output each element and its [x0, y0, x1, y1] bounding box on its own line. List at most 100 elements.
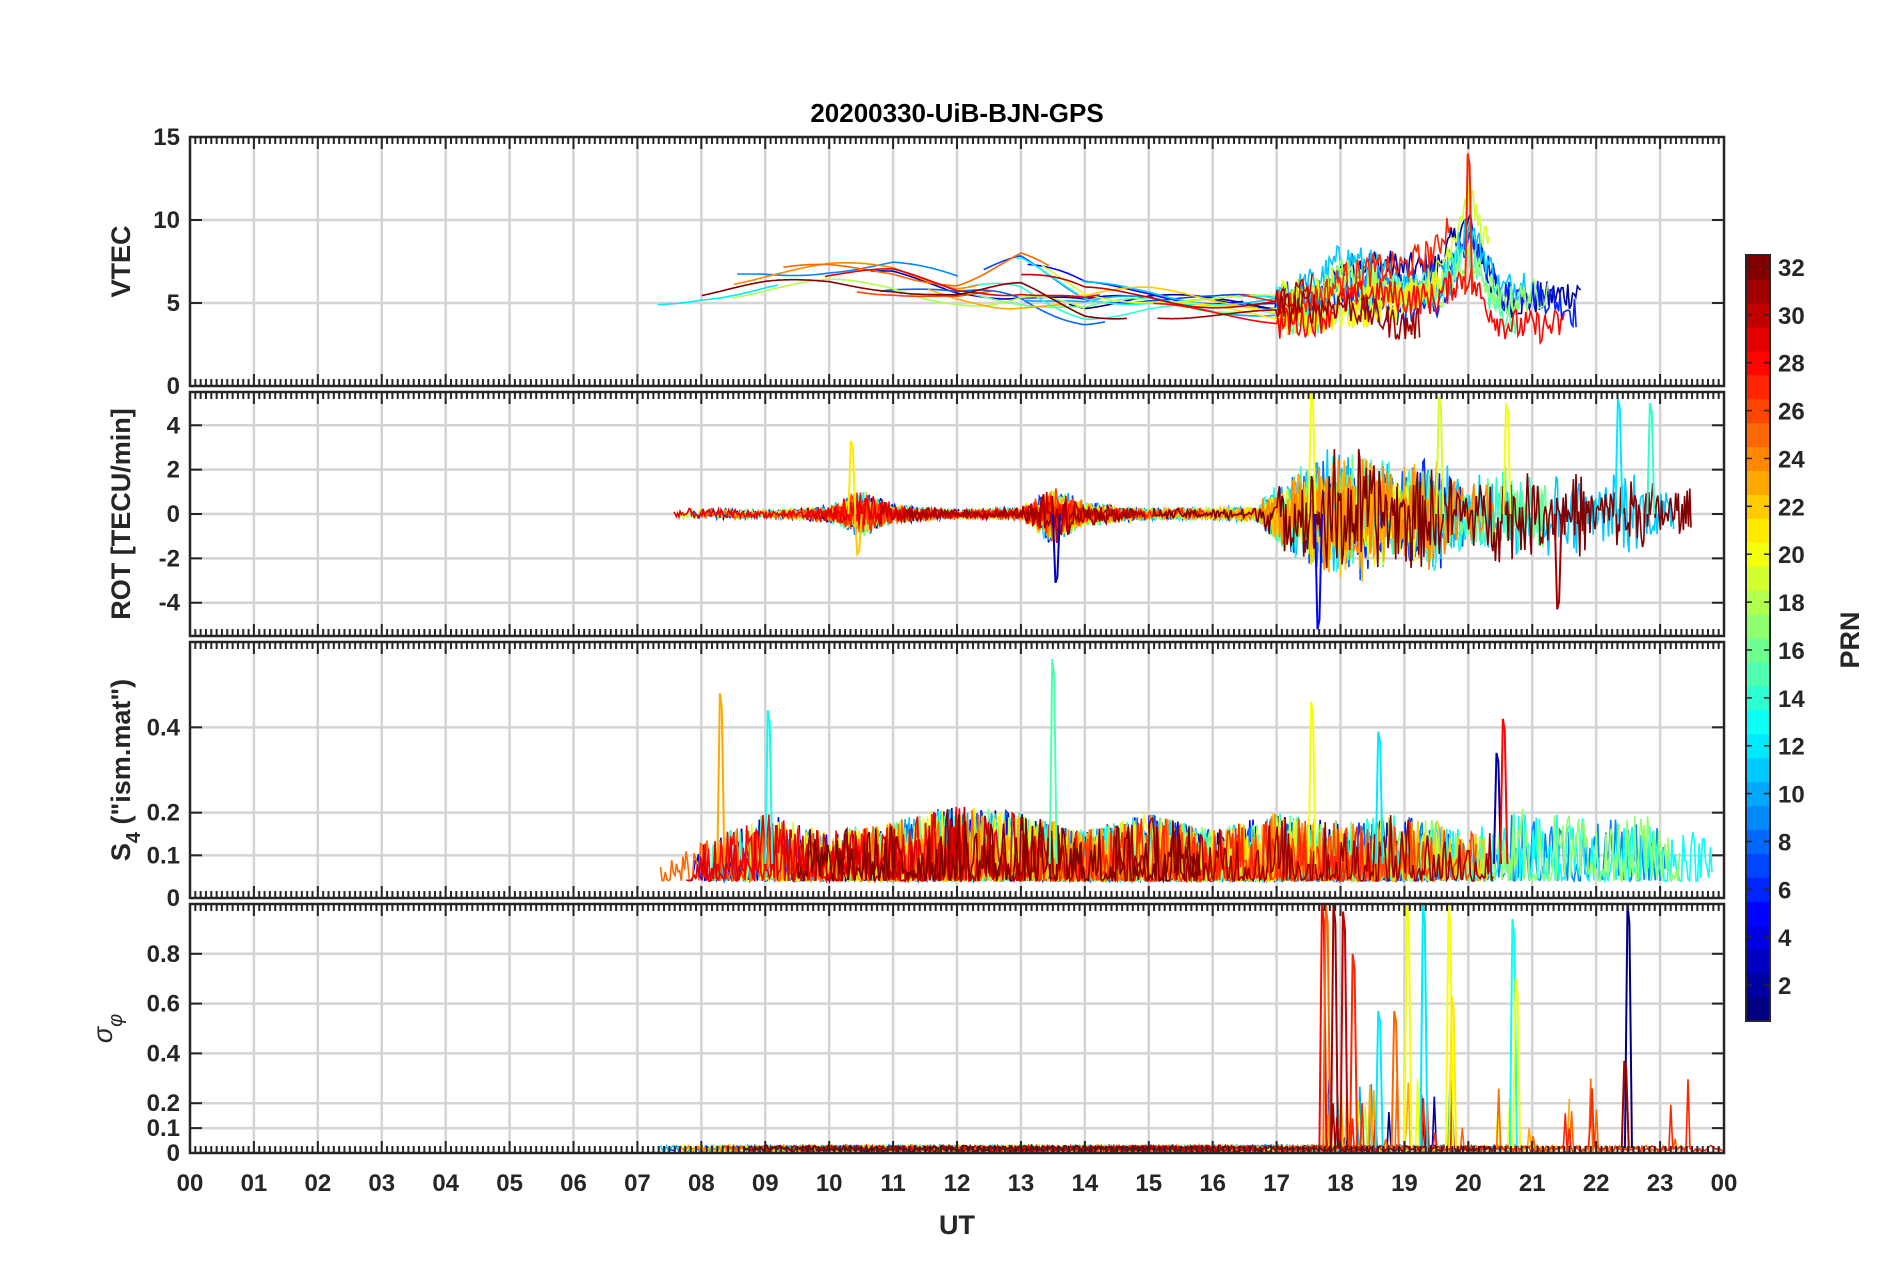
y-tick-label: -2 — [159, 545, 180, 572]
colorbar-swatch — [1746, 997, 1770, 1022]
spike-prn-15 — [1048, 658, 1058, 864]
panel-2: -4 -2 0 2 4 ROT [TECU/min] — [106, 390, 1726, 638]
ticks — [189, 642, 1725, 899]
x-tick-label: 20 — [1455, 1170, 1482, 1197]
y-tick-label: 5 — [167, 290, 180, 317]
series-group — [657, 153, 1582, 346]
colorbar-swatch — [1746, 853, 1770, 878]
y-axis-label: σφ — [88, 1014, 127, 1043]
series-prn-3 — [871, 270, 1134, 300]
ticks — [189, 392, 1725, 636]
x-tick-label: 01 — [241, 1170, 268, 1197]
colorbar-swatch — [1746, 326, 1770, 352]
panel-3: 00.10.20.4S4 ("ism.mat") — [106, 640, 1726, 912]
colorbar-swatch — [1746, 901, 1770, 926]
x-tick-label: 22 — [1583, 1170, 1610, 1197]
spike-prn-12 — [1374, 731, 1384, 864]
spike-prn-12 — [1614, 398, 1624, 515]
series-prn-9 — [737, 261, 958, 277]
x-tick-label: 18 — [1327, 1170, 1354, 1197]
colorbar-swatch — [1746, 709, 1770, 735]
x-tick-label: 15 — [1135, 1170, 1162, 1197]
colorbar-tick-label: 16 — [1778, 638, 1805, 665]
x-tick-label: 12 — [944, 1170, 971, 1197]
series-prn-32 — [701, 278, 1127, 320]
ticks — [189, 136, 1725, 387]
spike-prn-20 — [1502, 402, 1512, 515]
colorbar-tick-label: 4 — [1778, 925, 1792, 952]
spike-prn-27 — [1464, 153, 1474, 295]
panel-1: 0 5 10 15 VTEC — [106, 124, 1726, 400]
series-group — [673, 392, 1692, 630]
y-tick-label: 0 — [167, 1140, 180, 1167]
colorbar-tick-label: 32 — [1778, 255, 1805, 282]
colorbar-tick-label: 20 — [1778, 542, 1805, 569]
series-prn-22 — [1077, 286, 1258, 309]
x-tick-label: 00 — [177, 1170, 204, 1197]
y-tick-label: 0.8 — [147, 941, 180, 968]
y-tick-label: 0.6 — [147, 991, 180, 1018]
y-tick-label: 0.2 — [147, 800, 180, 827]
series-prn-29 — [673, 496, 909, 525]
y-tick-label: 0 — [167, 373, 180, 400]
x-tick-label: 05 — [496, 1170, 523, 1197]
y-tick-label: -4 — [159, 590, 181, 617]
y-tick-label: 2 — [167, 457, 180, 484]
spike-prn-20 — [1307, 392, 1317, 515]
colorbar-tick-label: 28 — [1778, 351, 1805, 378]
colorbar-tick-label: 30 — [1778, 303, 1805, 330]
colorbar-swatch — [1746, 661, 1770, 687]
series-prn-30 — [1021, 273, 1313, 319]
colorbar-swatch — [1746, 614, 1770, 639]
spike-prn-20 — [1512, 978, 1522, 1149]
chart-title: 20200330-UiB-BJN-GPS — [810, 98, 1103, 128]
x-tick-label: 14 — [1071, 1170, 1098, 1197]
colorbar-tick-label: 12 — [1778, 734, 1805, 761]
spike-prn-5 — [1313, 513, 1323, 630]
series-prn-27 — [1137, 1079, 1724, 1153]
y-tick-label: 0.1 — [147, 1115, 180, 1142]
series-prn-20 — [960, 1078, 1528, 1153]
series-prn-25 — [783, 252, 1050, 287]
colorbar-swatch — [1746, 566, 1770, 591]
colorbar-frame — [1745, 254, 1771, 1022]
x-tick-label: 13 — [1008, 1170, 1035, 1197]
series-group — [659, 658, 1713, 884]
series-prn-12 — [657, 284, 778, 306]
spike-prn-2 — [1492, 752, 1502, 864]
y-label-subscript: φ — [105, 1014, 127, 1027]
spike-prn-31 — [1553, 513, 1563, 610]
x-tick-label: 08 — [688, 1170, 715, 1197]
colorbar-swatch — [1746, 470, 1770, 495]
colorbar-swatch — [1746, 374, 1770, 400]
spike-prn-12 — [1419, 904, 1429, 1149]
colorbar-swatch — [1746, 757, 1770, 783]
colorbar-label: PRN — [1835, 611, 1865, 668]
y-label-main: S — [106, 843, 136, 861]
grid — [190, 137, 1724, 386]
series-prn-31 — [903, 493, 1137, 536]
colorbar-tick-label: 8 — [1778, 829, 1791, 856]
x-tick-label: 19 — [1391, 1170, 1418, 1197]
x-tick-label: 21 — [1519, 1170, 1546, 1197]
y-tick-label: 4 — [167, 412, 181, 439]
spike-prn-20 — [1307, 701, 1317, 864]
x-tick-label: 16 — [1199, 1170, 1226, 1197]
y-tick-label: 10 — [153, 207, 180, 234]
series-prn-29 — [824, 267, 1100, 299]
spike-prn-13 — [764, 710, 774, 864]
colorbar-tick-label: 26 — [1778, 399, 1805, 426]
spike-prn-27 — [1349, 953, 1359, 1149]
grid — [190, 904, 1724, 1153]
colorbar-tick-label: 24 — [1778, 446, 1805, 473]
x-tick-label: 06 — [560, 1170, 587, 1197]
series-prn-32 — [796, 809, 1201, 884]
x-axis-label: UT — [939, 1210, 975, 1240]
spike-prn-25 — [1390, 1010, 1400, 1149]
x-tick-label: 10 — [816, 1170, 843, 1197]
series-prn-32 — [1152, 448, 1692, 569]
y-tick-label: 0.2 — [147, 1090, 180, 1117]
y-label-rest: ("ism.mat") — [106, 679, 136, 832]
